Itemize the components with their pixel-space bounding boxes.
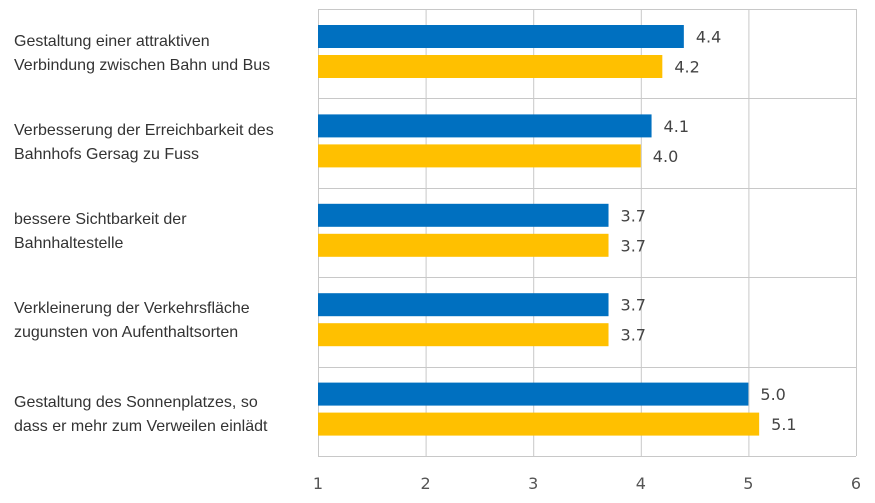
x-tick-label: 1 bbox=[313, 474, 323, 493]
bar bbox=[318, 55, 663, 78]
data-label: 3.7 bbox=[621, 206, 646, 225]
category-label-line: dass er mehr zum Verweilen einlädt bbox=[14, 418, 268, 435]
category-label-line: Verbindung zwischen Bahn und Bus bbox=[14, 57, 271, 74]
bar bbox=[318, 323, 609, 347]
x-tick-label: 3 bbox=[528, 474, 538, 493]
category-label: Verbesserung der Erreichbarkeit des Bahn… bbox=[14, 119, 314, 167]
data-label: 5.1 bbox=[771, 415, 796, 434]
data-label: 5.0 bbox=[760, 385, 785, 404]
data-label: 4.0 bbox=[653, 147, 678, 166]
x-tick-label: 4 bbox=[636, 474, 646, 493]
bar bbox=[318, 412, 760, 436]
bar bbox=[318, 203, 609, 227]
category-label-line: Verbesserung der Erreichbarkeit des bbox=[14, 122, 274, 139]
x-tick-label: 5 bbox=[743, 474, 753, 493]
bar bbox=[318, 114, 652, 138]
data-label: 4.2 bbox=[674, 58, 699, 77]
data-label: 3.7 bbox=[621, 326, 646, 345]
bar bbox=[318, 144, 641, 168]
category-label-line: zugunsten von Aufenthaltsorten bbox=[14, 324, 239, 341]
category-label-line: Bahnhofs Gersag zu Fuss bbox=[14, 146, 199, 163]
data-label: 3.7 bbox=[621, 236, 646, 255]
data-label: 4.4 bbox=[696, 28, 721, 47]
category-label-line: Gestaltung des Sonnenplatzes, so bbox=[14, 394, 258, 411]
category-label: Gestaltung des Sonnenplatzes, so dass er… bbox=[14, 391, 314, 439]
category-label: Verkleinerung der Verkehrsfläche zugunst… bbox=[14, 297, 314, 345]
data-label: 3.7 bbox=[621, 296, 646, 315]
category-label: Gestaltung einer attraktiven Verbindung … bbox=[14, 30, 314, 78]
bar bbox=[318, 382, 749, 406]
bar bbox=[318, 25, 684, 48]
bar bbox=[318, 293, 609, 317]
category-label: bessere Sichtbarkeit der Bahnhaltestelle bbox=[14, 208, 314, 256]
x-tick-label: 6 bbox=[851, 474, 861, 493]
bar bbox=[318, 233, 609, 257]
x-tick-label: 2 bbox=[421, 474, 431, 493]
category-label-line: Bahnhaltestelle bbox=[14, 235, 124, 252]
category-label-line: Gestaltung einer attraktiven bbox=[14, 33, 210, 50]
category-label-line: bessere Sichtbarkeit der bbox=[14, 211, 187, 228]
data-label: 4.1 bbox=[664, 117, 689, 136]
category-label-line: Verkleinerung der Verkehrsfläche bbox=[14, 300, 250, 317]
